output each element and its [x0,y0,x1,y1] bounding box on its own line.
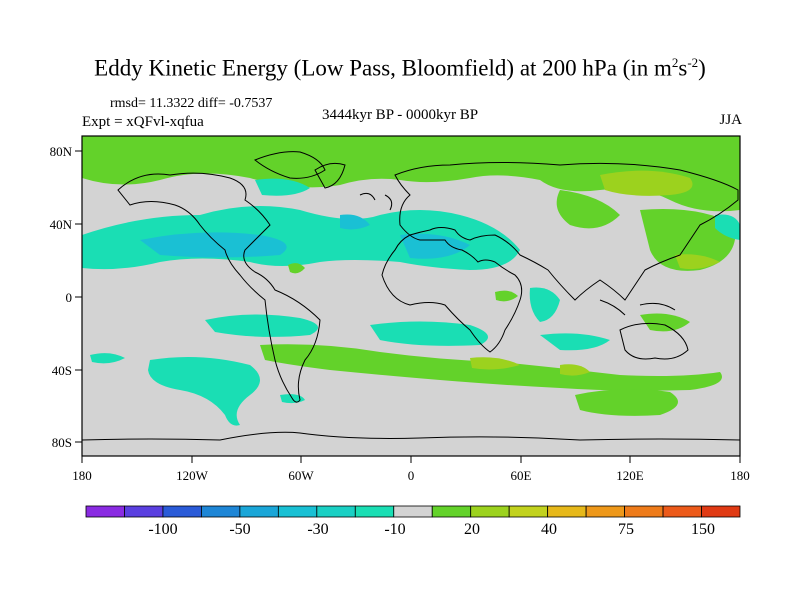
lat-label: 40S [52,363,72,378]
colorbar-box [547,505,587,518]
lon-label: 180 [730,468,750,483]
colorbar-box [354,505,395,518]
colorbar-label: -50 [229,521,250,538]
colorbar-label: 75 [618,521,634,538]
colorbar-box [701,505,741,518]
colorbar-box [201,505,241,518]
colorbar-box [162,505,202,518]
coastlines [82,151,740,441]
colorbar [85,505,741,518]
lon-label: 60W [288,468,314,483]
lat-label: 80S [52,435,72,450]
colorbar-box [431,505,472,518]
longitude-labels: 180 120W 60W 0 60E 120E 180 [72,468,750,483]
lat-label: 40N [50,217,73,232]
colorbar-label: -30 [307,521,328,538]
colorbar-labels: -100 -50 -30 -10 20 40 75 150 [148,521,715,538]
colorbar-box [85,505,125,518]
map-title: Eddy Kinetic Energy (Low Pass, Bloomfiel… [94,55,706,81]
colorbar-box [508,505,549,518]
colorbar-box [124,505,164,518]
lon-label: 120E [616,468,644,483]
colorbar-label: -10 [384,521,405,538]
experiment-label: Expt = xQFvl-xqfua [82,114,204,130]
colorbar-box [316,505,356,518]
colorbar-label: 40 [541,521,557,538]
latitude-labels: 80N 40N 0 40S 80S [50,144,73,450]
lon-label: 120W [176,468,209,483]
colorbar-label: -100 [148,521,177,538]
colorbar-box [277,505,318,518]
rmsd-stats: rmsd= 11.3322 diff= -0.7537 [110,96,273,111]
colorbar-box [662,505,702,518]
colorbar-box [239,505,279,518]
season-label: JJA [719,112,742,128]
lon-label: 60E [511,468,532,483]
colorbar-box [624,505,664,518]
colorbar-box [585,505,625,518]
lat-label: 0 [66,290,73,305]
lon-label: 180 [72,468,92,483]
lat-label: 80N [50,144,73,159]
colorbar-box [393,505,433,518]
period-label: 3444kyr BP - 0000kyr BP [321,107,479,123]
axis-ticks [75,150,741,463]
colorbar-box [470,505,510,518]
map-field [82,136,740,456]
colorbar-label: 150 [691,521,715,538]
colorbar-label: 20 [464,521,480,538]
lon-label: 0 [408,468,415,483]
